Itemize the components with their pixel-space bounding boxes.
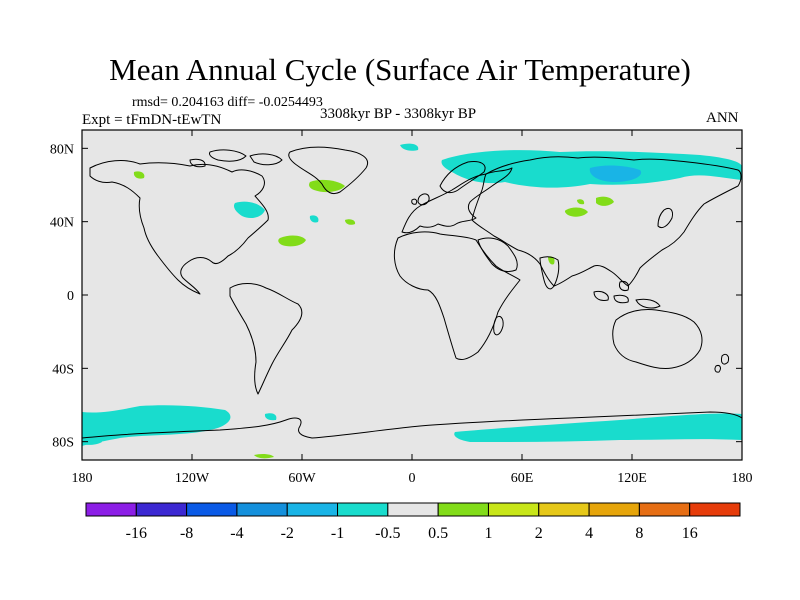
colorbar-swatch xyxy=(286,502,339,517)
coastline-greenland xyxy=(288,146,368,195)
anomaly-siberia-north xyxy=(577,199,585,205)
colorbar-label: 0.5 xyxy=(428,525,448,542)
coastline-japan xyxy=(657,207,673,229)
anomaly-india xyxy=(548,256,555,265)
anomaly-mid-atlantic xyxy=(278,235,306,247)
colorbar-swatch xyxy=(588,502,640,517)
colorbar-label: 8 xyxy=(635,525,643,542)
anomaly-central-asia-west xyxy=(564,207,588,217)
anomaly-southern-ocean-indian xyxy=(454,413,742,442)
anomaly-antarctic-coast xyxy=(254,453,274,459)
anomaly-arctic-siberia-core xyxy=(589,165,642,182)
coastline-south-america xyxy=(229,283,303,395)
anomaly-southern-ocean-pacific xyxy=(82,405,231,446)
coastline-australia xyxy=(612,309,703,369)
y-tick-label: 0 xyxy=(67,289,74,304)
colorbar-swatch xyxy=(638,502,691,517)
coastline-indonesia xyxy=(593,281,661,309)
colorbar-swatch xyxy=(186,502,238,517)
x-tick-label: 120E xyxy=(617,471,647,486)
x-tick-label: 180 xyxy=(732,471,753,486)
colorbar-label: 1 xyxy=(484,525,492,542)
colorbar-label: -0.5 xyxy=(375,525,400,542)
anomaly-atlantic-small xyxy=(309,215,319,223)
coastline-arctic-islands xyxy=(189,149,283,168)
coastline-new-zealand xyxy=(714,353,729,373)
x-tick-label: 120W xyxy=(175,471,210,486)
colorbar-swatch xyxy=(135,502,188,517)
coastline-madagascar xyxy=(493,315,504,336)
coastline-arabia xyxy=(477,237,518,273)
colorbar-swatch xyxy=(487,502,540,517)
y-tick-label: 80N xyxy=(50,142,74,157)
anomaly-weddell xyxy=(264,413,277,421)
x-tick-label: 0 xyxy=(409,471,416,486)
colorbar-label: -16 xyxy=(126,525,147,542)
anomaly-canada xyxy=(233,201,265,218)
anomaly-layer xyxy=(82,143,742,459)
anomaly-greenland-sea xyxy=(400,143,419,151)
colorbar-swatch xyxy=(337,502,389,517)
colorbar-swatch xyxy=(387,502,439,517)
anomaly-subtropical-atlantic xyxy=(345,219,356,225)
plot-background xyxy=(82,130,742,460)
x-tick-label: 180 xyxy=(72,471,93,486)
colorbar-swatch xyxy=(236,502,288,517)
y-tick-label: 40S xyxy=(52,362,74,377)
colorbar-label: -8 xyxy=(180,525,193,542)
chart-title: Mean Annual Cycle (Surface Air Temperatu… xyxy=(109,52,691,87)
anomaly-alaska-edge xyxy=(133,171,145,179)
stats-label: rmsd= 0.204163 diff= -0.0254493 xyxy=(132,95,323,110)
experiment-label: Expt = tFmDN-tEwTN xyxy=(82,112,222,128)
y-tick-label: 40N xyxy=(50,216,74,231)
y-axis: 80N 40N 0 40S 80S xyxy=(50,142,742,451)
colorbar-label: 16 xyxy=(682,525,698,542)
coastline-british-isles xyxy=(411,193,430,206)
colorbar-swatch xyxy=(689,502,741,517)
colorbar-label: 4 xyxy=(585,525,593,542)
coastline-layer xyxy=(82,146,742,439)
colorbar-label: 2 xyxy=(535,525,543,542)
coastline-asia xyxy=(471,156,742,287)
colorbar-label: -1 xyxy=(331,525,344,542)
anomaly-north-atlantic xyxy=(309,179,345,193)
coastline-scandinavia xyxy=(439,161,486,194)
colorbar-label: -4 xyxy=(230,525,243,542)
season-label: ANN xyxy=(706,110,739,126)
coastline-india xyxy=(539,256,560,290)
colorbar-swatch xyxy=(437,502,489,517)
period-label: 3308kyr BP - 3308kyr BP xyxy=(320,106,477,122)
x-tick-label: 60W xyxy=(288,471,316,486)
anomaly-central-asia-east xyxy=(596,196,614,206)
colorbar-swatch xyxy=(85,502,137,517)
x-tick-label: 60E xyxy=(511,471,534,486)
x-axis: 180 120W 60W 0 60E 120E 180 xyxy=(72,130,753,486)
colorbar: -16 -8 -4 -2 -1 -0.5 0.5 1 2 4 8 16 xyxy=(85,502,741,542)
y-tick-label: 80S xyxy=(52,436,74,451)
coastline-antarctica xyxy=(82,411,742,439)
coastline-africa xyxy=(393,231,521,361)
colorbar-label: -2 xyxy=(281,525,294,542)
colorbar-swatch xyxy=(538,502,590,517)
coastline-north-america xyxy=(89,160,269,295)
